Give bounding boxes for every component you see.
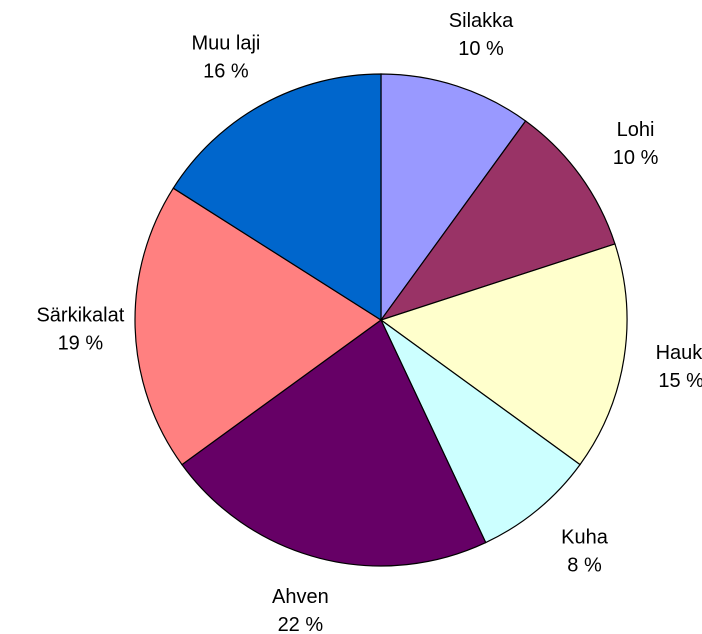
pie-slice — [380, 73, 527, 322]
slice-value-label: 15 % — [658, 370, 702, 392]
slice-value-label: 16 % — [203, 60, 249, 82]
pie-slice — [181, 319, 487, 567]
slice-label: Särkikalat — [36, 305, 124, 327]
slice-value-label: 8 % — [567, 554, 602, 576]
pie-slice — [379, 120, 616, 322]
slice-value-label: 10 % — [613, 147, 659, 169]
pie-slice — [379, 243, 628, 466]
slice-value-label: 22 % — [278, 614, 324, 634]
slice-label: Muu laji — [191, 32, 260, 54]
slice-value-label: 10 % — [458, 38, 504, 60]
slice-label: Silakka — [449, 10, 514, 32]
slice-value-label: 19 % — [58, 333, 104, 355]
slice-label: Hauki — [656, 342, 702, 364]
slice-label: Ahven — [272, 586, 329, 608]
pie-slice — [134, 187, 383, 466]
slice-label: Lohi — [617, 119, 655, 141]
pie-slice — [172, 73, 382, 322]
pie-slice — [380, 319, 581, 544]
slice-label: Kuha — [561, 526, 609, 548]
